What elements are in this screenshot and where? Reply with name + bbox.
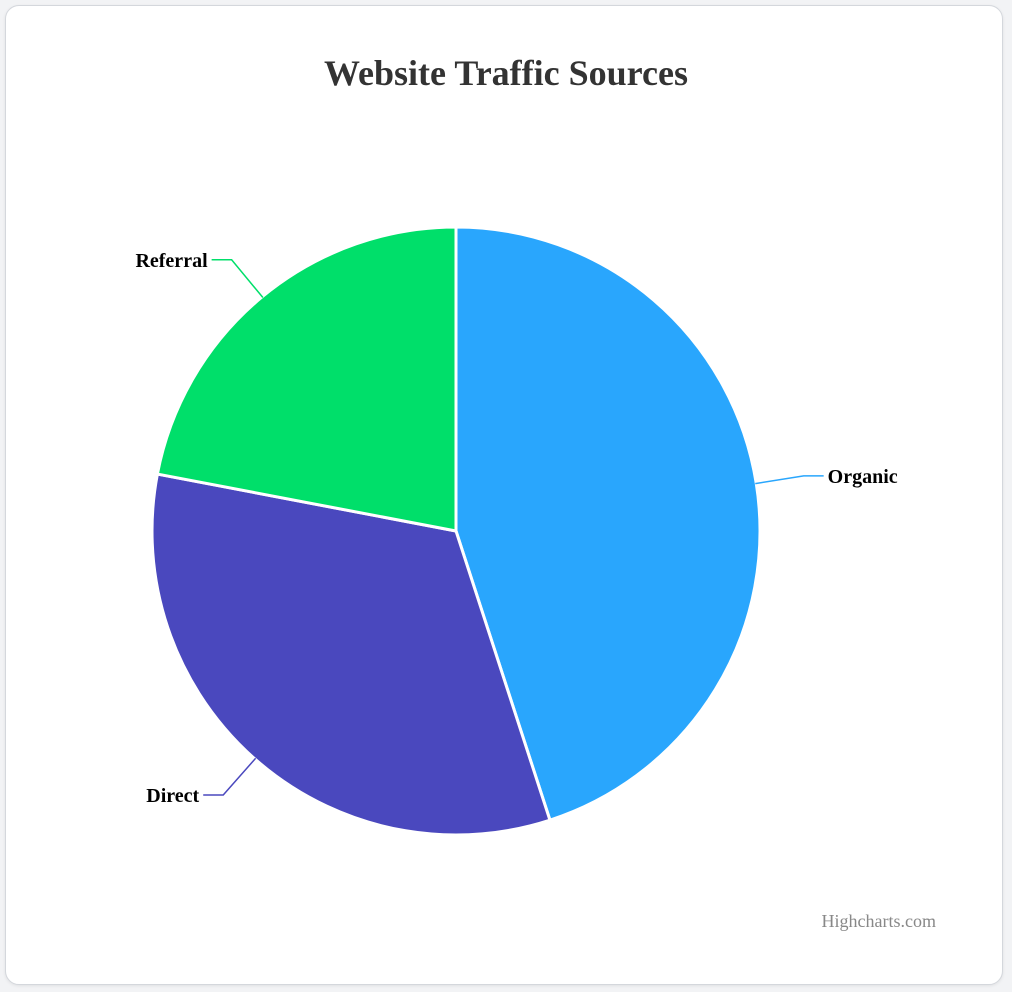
slice-label-direct: Direct bbox=[146, 785, 199, 807]
label-connectors bbox=[203, 259, 824, 796]
chart-title: Website Traffic Sources bbox=[324, 53, 688, 93]
pie-slices bbox=[150, 225, 762, 837]
credits-link[interactable]: Highcharts.com bbox=[822, 911, 936, 931]
slice-label-referral: Referral bbox=[135, 250, 208, 272]
connector-referral bbox=[211, 259, 264, 299]
credits-text[interactable]: Highcharts.com bbox=[822, 911, 936, 931]
connector-direct bbox=[203, 757, 257, 796]
slice-labels: Organic Direct Referral bbox=[135, 250, 897, 807]
slice-label-organic: Organic bbox=[828, 466, 898, 488]
connector-organic bbox=[755, 475, 824, 485]
